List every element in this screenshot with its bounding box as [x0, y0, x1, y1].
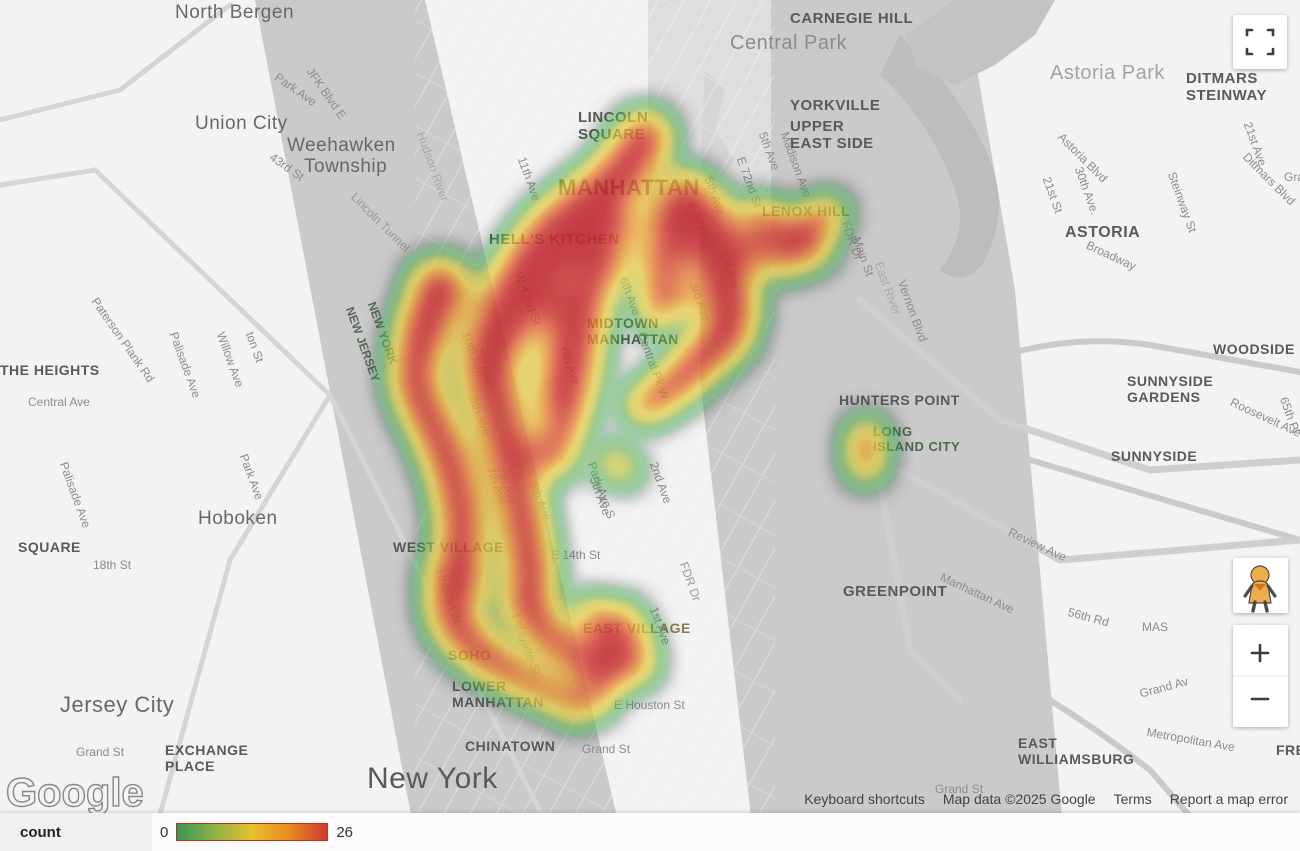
svg-text:Google: Google	[6, 771, 144, 815]
